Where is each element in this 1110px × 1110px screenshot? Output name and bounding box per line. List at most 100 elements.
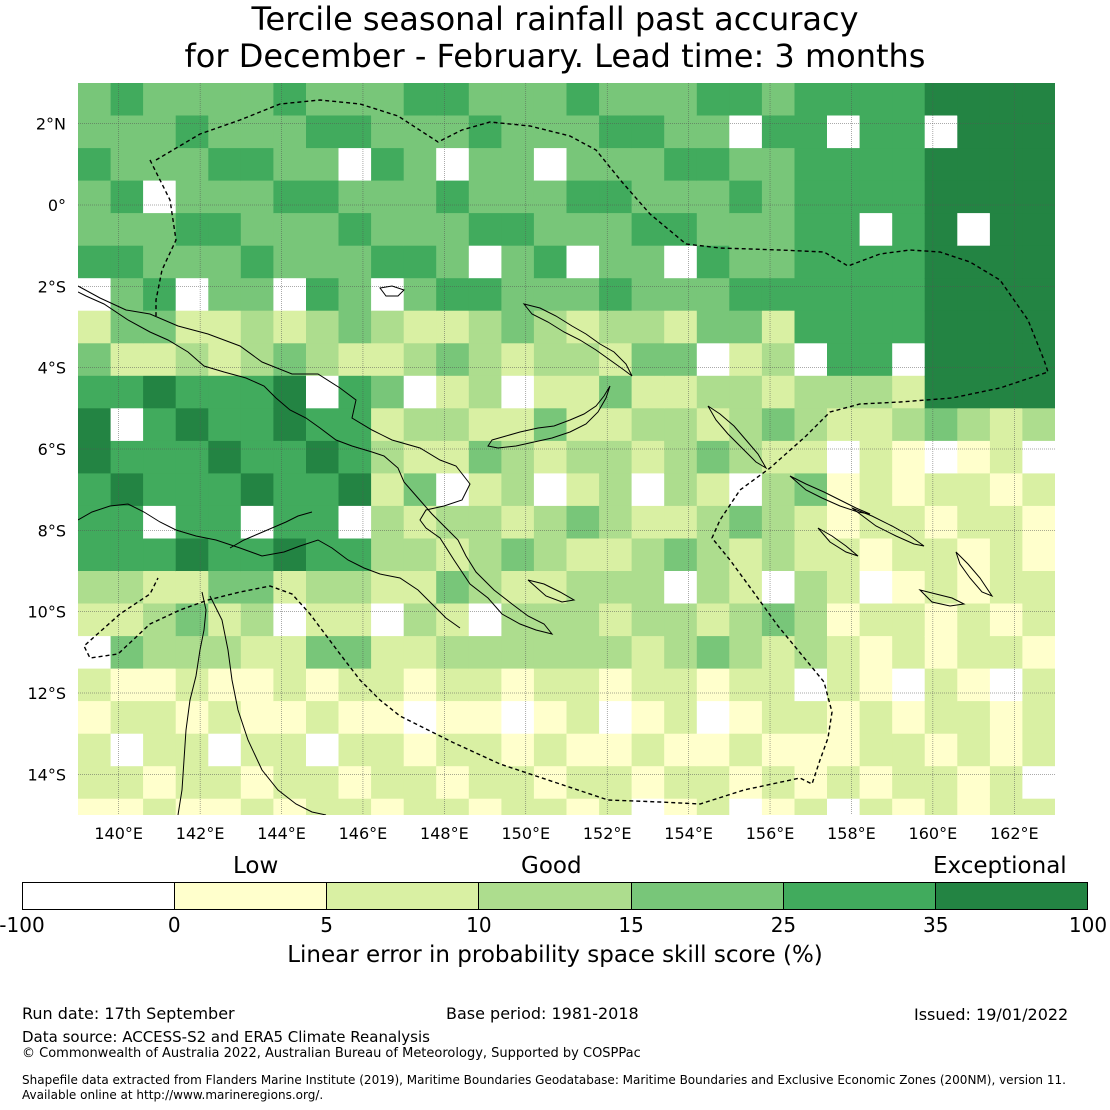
bougainville (707, 405, 768, 470)
skill-cell (403, 375, 437, 409)
skill-cell (468, 798, 502, 815)
skill-cell (533, 310, 568, 344)
skill-cell (827, 603, 861, 637)
skill-cell (208, 571, 242, 605)
skill-cell (859, 538, 893, 572)
skill-cell (533, 473, 568, 507)
skill-cell (208, 636, 242, 670)
shapefile-credit-line-2: Available online at http://www.marinereg… (22, 1088, 324, 1102)
skill-cell (403, 668, 437, 702)
skill-cell (859, 180, 893, 214)
new-guinea-coastline (78, 285, 554, 635)
skill-cell (371, 343, 405, 377)
skill-cell (892, 180, 926, 214)
skill-cell (110, 733, 144, 767)
skill-cell (78, 701, 112, 735)
skill-cell (696, 245, 730, 279)
skill-cell (273, 538, 307, 572)
colorbar-category-low: Low (233, 853, 279, 879)
skill-cell (599, 180, 633, 214)
data-source: Data source: ACCESS-S2 and ERA5 Climate … (22, 1028, 430, 1046)
skill-cell (468, 668, 502, 702)
skill-cell (924, 701, 958, 735)
skill-cell (729, 375, 763, 409)
skill-cell (501, 571, 535, 605)
skill-cell (794, 343, 828, 377)
skill-cell (566, 83, 600, 117)
skill-cell (110, 278, 144, 312)
skill-cell (273, 701, 307, 735)
skill-cell (827, 440, 861, 474)
skill-cell (729, 701, 763, 735)
skill-cell (240, 83, 274, 117)
skill-cell (371, 473, 405, 507)
skill-cell (924, 798, 958, 815)
skill-cell (175, 440, 209, 474)
skill-cell (631, 636, 665, 670)
skill-cell (501, 148, 535, 182)
skill-cell (827, 701, 861, 735)
skill-cell (761, 180, 796, 214)
skill-cell (371, 701, 405, 735)
skill-cell (306, 213, 340, 247)
skill-cell (566, 310, 600, 344)
skill-cell (631, 115, 665, 149)
skill-cell (273, 375, 307, 409)
skill-cell (306, 733, 340, 767)
x-tick-label: 162°E (990, 824, 1039, 843)
skill-cell (143, 213, 177, 247)
skill-cell (566, 473, 600, 507)
skill-cell (631, 83, 665, 117)
skill-cell (599, 148, 633, 182)
skill-cell (1022, 245, 1055, 279)
skill-cell (110, 668, 144, 702)
solomon-islands-3 (817, 527, 859, 557)
skill-cell (403, 571, 437, 605)
skill-cell (892, 115, 926, 149)
skill-cell (859, 213, 893, 247)
skill-cell (892, 148, 926, 182)
skill-cell (338, 571, 372, 605)
skill-cell (371, 245, 405, 279)
skill-cell (664, 180, 698, 214)
skill-cell (631, 733, 665, 767)
skill-cell (338, 213, 372, 247)
skill-cell (240, 766, 274, 800)
skill-cell (599, 310, 633, 344)
x-axis: 140°E 142°E 144°E 146°E 148°E 150°E 152°E 154°E… (94, 824, 1038, 843)
skill-cell (924, 408, 958, 442)
skill-cell (566, 343, 600, 377)
colorbar-segment (631, 883, 784, 909)
skill-cell (989, 375, 1024, 409)
skill-cell (827, 83, 861, 117)
skill-cell (208, 603, 242, 637)
skill-cell (892, 505, 926, 539)
skill-cell (1022, 278, 1055, 312)
skill-cell (957, 473, 991, 507)
skill-cell (892, 213, 926, 247)
skill-cell (436, 375, 470, 409)
skill-cell (306, 571, 340, 605)
skill-cell (533, 668, 568, 702)
skill-cell (273, 798, 307, 815)
skill-cell (859, 701, 893, 735)
skill-cell (78, 180, 112, 214)
skill-cell (403, 440, 437, 474)
skill-cell (501, 473, 535, 507)
skill-cell (240, 440, 274, 474)
skill-cell (859, 505, 893, 539)
skill-cell (859, 733, 893, 767)
skill-cell (403, 701, 437, 735)
skill-cell (338, 505, 372, 539)
skill-cell (989, 473, 1024, 507)
skill-cell (599, 278, 633, 312)
skill-cell (143, 473, 177, 507)
skill-cell (533, 343, 568, 377)
skill-cell (306, 766, 340, 800)
skill-cell (1022, 310, 1055, 344)
skill-cell (599, 571, 633, 605)
skill-cell (599, 440, 633, 474)
skill-cell (306, 278, 340, 312)
skill-cell (989, 180, 1024, 214)
y-tick-label: 4°S (38, 359, 66, 378)
